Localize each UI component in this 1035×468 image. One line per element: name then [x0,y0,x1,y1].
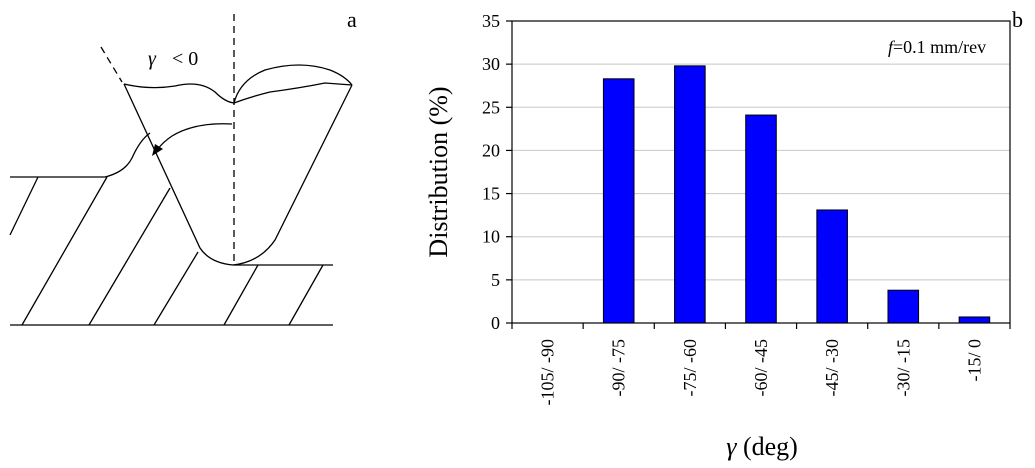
y-tick-label: 30 [482,54,500,74]
bar [887,289,920,324]
x-tick-label: -15/ 0 [964,339,984,382]
x-axis-ticks: -105/ -90 -90/ -75 -75/ -60 -60/ -45 -45/ -3… [511,323,1011,406]
y-axis-title: Distribution (%) [424,86,453,257]
x-tick-label: -105/ -90 [538,339,558,406]
schematic-panel-a [9,14,353,326]
bar [745,114,777,324]
x-tick-label: -45/ -30 [822,339,842,397]
bar-chart-panel-b: 0 5 10 15 20 25 30 35 -105/ -90 -90/ -75 -75/ -60… [424,7,1023,461]
panel-a-label: a [347,7,357,32]
bar [602,78,635,324]
rake-extension-dashed [100,46,123,83]
x-tick-label: -60/ -45 [751,339,771,397]
y-tick-label: 0 [491,313,500,333]
panel-b-label: b [1012,7,1023,32]
y-tick-label: 25 [482,97,500,117]
chip-left-curve [123,83,235,104]
y-axis-ticks: 0 5 10 15 20 25 30 35 [482,11,512,333]
y-tick-label: 20 [482,140,500,160]
gamma-arrowhead [152,144,163,156]
y-tick-label: 10 [482,227,500,247]
gamma-symbol-label: γ [148,48,157,70]
chip-top-curve [233,64,353,104]
y-tick-label: 15 [482,184,500,204]
bar [958,316,991,324]
gamma-relation-label: < 0 [172,48,198,70]
annotation-feed-value: =0.1 mm/rev [893,37,986,57]
chip-right-curve [233,82,353,104]
x-axis-title-unit: (deg) [736,432,797,461]
bar [674,65,706,324]
x-tick-label: -75/ -60 [680,339,700,397]
y-tick-label: 35 [482,11,500,31]
x-tick-label: -90/ -75 [609,339,629,397]
workpiece-hatching [9,176,324,326]
x-axis-title: γ (deg) [726,432,798,461]
y-tick-label: 5 [491,270,500,290]
gamma-arrow [156,123,233,151]
plot-frame [511,20,1011,324]
tool-outline [123,83,353,266]
bars [602,65,991,324]
x-tick-label: -30/ -15 [893,339,913,397]
x-axis-title-symbol: γ [726,432,737,461]
bar [816,209,848,324]
annotation-feed-rate: f=0.1 mm/rev [888,37,986,57]
workpiece-left-surface [10,132,151,178]
annotation-feed-symbol: f [888,37,896,57]
